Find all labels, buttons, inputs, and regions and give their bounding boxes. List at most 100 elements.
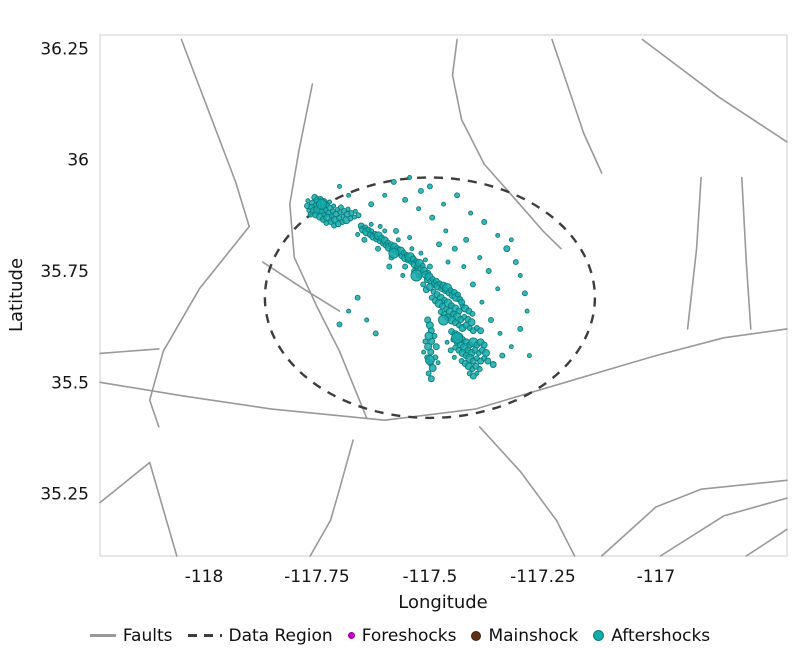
aftershock-point xyxy=(508,344,514,350)
aftershock-point xyxy=(382,228,388,234)
fault-line xyxy=(659,497,788,557)
aftershock-point xyxy=(327,199,333,205)
legend-aftershocks-label: Aftershocks xyxy=(611,625,711,646)
fault-line xyxy=(148,225,250,428)
aftershock-point xyxy=(345,206,351,212)
legend-foreshocks-marker xyxy=(347,632,355,639)
aftershock-point xyxy=(372,330,379,337)
fault-line xyxy=(180,38,250,228)
aftershock-point xyxy=(428,337,436,345)
aftershock-point xyxy=(428,364,437,373)
legend-item-mainshock: Mainshock xyxy=(471,626,578,646)
aftershock-point xyxy=(422,338,429,345)
aftershock-point xyxy=(421,349,427,355)
aftershock-point xyxy=(377,224,383,229)
aftershock-point xyxy=(431,333,438,339)
fault-line xyxy=(600,479,788,557)
fault-line xyxy=(99,348,160,355)
aftershock-point xyxy=(395,237,401,243)
aftershock-point xyxy=(426,263,433,270)
aftershock-point xyxy=(497,330,503,336)
aftershock-point xyxy=(477,255,483,261)
aftershock-point xyxy=(454,192,461,199)
aftershock-point xyxy=(409,246,415,252)
fault-line xyxy=(309,439,354,557)
aftershock-point xyxy=(489,361,497,368)
x-tick-label: -117.75 xyxy=(284,567,350,587)
aftershock-point xyxy=(474,370,480,376)
legend-aftershocks-marker xyxy=(593,630,605,641)
aftershock-point xyxy=(482,348,490,357)
fault-line xyxy=(478,426,576,557)
aftershock-point xyxy=(375,245,381,252)
aftershock-point xyxy=(469,310,476,317)
aftershock-point xyxy=(447,347,454,354)
aftershock-point xyxy=(336,321,343,328)
map-plot: -118 -117.75 -117.5 -117.25 -117 35.2535.535… xyxy=(6,34,788,613)
aftershock-point xyxy=(468,210,474,216)
aftershock-point xyxy=(435,360,441,366)
aftershock-point xyxy=(410,269,423,282)
aftershock-point xyxy=(463,236,470,243)
y-tick-label: 35.5 xyxy=(51,373,89,393)
aftershock-point xyxy=(368,201,375,208)
aftershock-point xyxy=(416,206,422,212)
y-tick-labels: 35.25 35.5 35.75 36 36.25 xyxy=(40,39,89,504)
aftershock-point xyxy=(382,192,388,198)
aftershock-point xyxy=(429,214,436,221)
aftershock-point xyxy=(488,317,494,323)
legend-item-faults: Faults xyxy=(89,625,173,646)
legend-item-aftershocks: Aftershocks xyxy=(593,626,710,646)
aftershock-point xyxy=(407,235,413,241)
aftershock-point xyxy=(337,183,342,189)
aftershock-point xyxy=(425,370,432,377)
aftershocks-layer xyxy=(304,175,532,383)
y-tick-label: 36 xyxy=(67,151,89,171)
aftershock-point xyxy=(461,264,467,270)
aftershock-point xyxy=(495,232,501,238)
aftershock-point xyxy=(388,247,400,259)
aftershock-point xyxy=(400,273,406,278)
legend-faults-label: Faults xyxy=(122,625,173,646)
aftershock-point xyxy=(481,219,488,225)
aftershock-point xyxy=(521,290,528,297)
aftershock-point xyxy=(438,314,449,326)
y-tick-label: 35.25 xyxy=(40,485,89,505)
legend-item-data-region: Data Region xyxy=(187,625,333,646)
y-tick-label: 36.25 xyxy=(40,39,89,59)
aftershock-point xyxy=(445,259,451,265)
legend-faults-marker xyxy=(89,634,116,637)
aftershock-point xyxy=(393,227,399,234)
aftershock-point xyxy=(443,228,449,234)
aftershock-point xyxy=(512,259,519,266)
x-tick-label: -117 xyxy=(637,567,676,587)
fault-line xyxy=(551,38,603,174)
plot-frame xyxy=(99,34,788,557)
aftershock-point xyxy=(364,317,370,323)
legend: Faults Data Region Foreshocks Mainshock Afte… xyxy=(0,618,800,649)
aftershock-point xyxy=(361,236,368,243)
legend-item-foreshocks: Foreshocks xyxy=(347,626,456,646)
aftershock-point xyxy=(402,196,409,203)
x-tick-label: -118 xyxy=(185,567,224,587)
aftershock-point xyxy=(517,273,523,278)
x-tick-labels: -118 -117.75 -117.5 -117.25 -117 xyxy=(185,567,675,587)
legend-data-region-label: Data Region xyxy=(228,625,333,646)
aftershock-point xyxy=(425,283,434,291)
aftershock-point xyxy=(427,375,435,383)
aftershock-point xyxy=(451,331,464,344)
aftershock-point xyxy=(432,343,440,351)
aftershock-point xyxy=(346,192,352,198)
fault-line xyxy=(745,528,788,557)
y-axis-label: Latitude xyxy=(6,258,27,332)
aftershock-point xyxy=(306,207,312,213)
aftershock-point xyxy=(304,203,310,209)
aftershock-point xyxy=(526,353,532,359)
fault-line xyxy=(99,461,178,557)
aftershock-point xyxy=(524,308,530,314)
aftershock-point xyxy=(495,286,501,292)
aftershock-point xyxy=(485,268,492,274)
aftershock-point xyxy=(355,232,361,237)
aftershock-point xyxy=(484,357,492,365)
